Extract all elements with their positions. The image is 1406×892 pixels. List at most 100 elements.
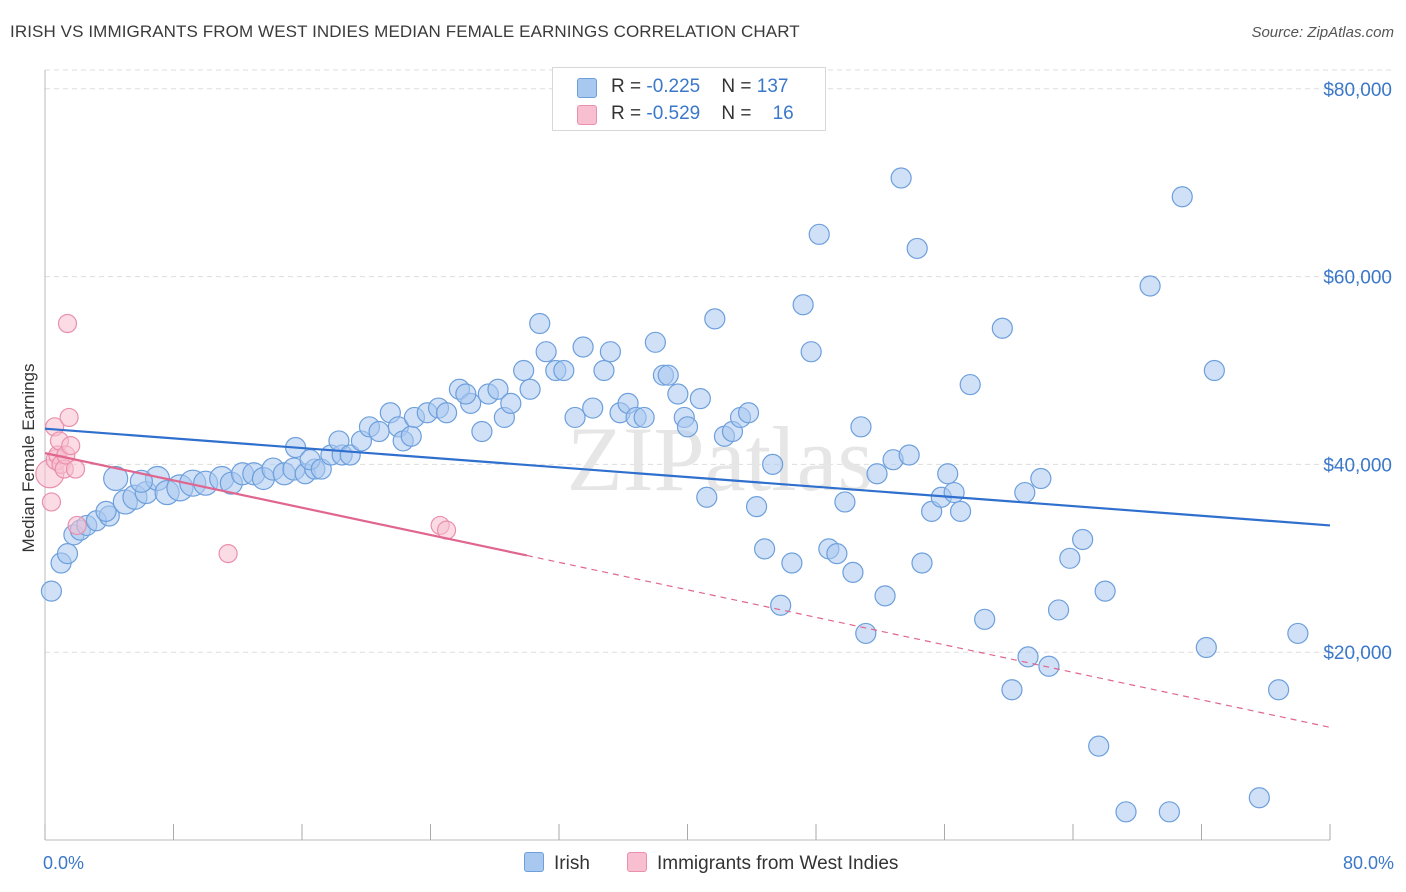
- irish-point: [1195, 636, 1217, 659]
- irish-point: [564, 406, 586, 429]
- bottom-legend-irish: Irish: [524, 852, 590, 875]
- bottom-legend-west-indies: Immigrants from West Indies: [627, 852, 898, 875]
- irish-point: [657, 364, 679, 386]
- irish-point: [1139, 275, 1161, 297]
- irish-point: [1059, 547, 1081, 569]
- irish-point: [487, 378, 509, 400]
- west-indies-point: [61, 436, 81, 456]
- irish-point: [1030, 467, 1052, 490]
- irish-point: [1038, 655, 1060, 677]
- irish-point: [800, 341, 822, 363]
- chart-title: IRISH VS IMMIGRANTS FROM WEST INDIES MED…: [10, 22, 800, 41]
- irish-point: [582, 397, 604, 419]
- irish-point: [737, 402, 760, 424]
- irish-point: [1248, 787, 1270, 809]
- irish-point: [689, 388, 711, 410]
- irish-point: [676, 416, 699, 438]
- irish-point: [599, 341, 622, 363]
- irish-point: [513, 359, 535, 382]
- irish-point: [949, 500, 972, 522]
- irish-point: [1088, 735, 1110, 757]
- irish-swatch: [524, 852, 544, 872]
- west-indies-swatch: [627, 852, 647, 872]
- irish-point: [1267, 679, 1290, 701]
- irish-point: [1158, 801, 1180, 823]
- west-indies-trend-extension: [526, 554, 1331, 728]
- r-label: R =: [611, 103, 647, 124]
- irish-point: [866, 463, 888, 485]
- irish-point: [1047, 599, 1070, 621]
- west-indies-point: [41, 492, 62, 512]
- irish-point: [890, 167, 912, 189]
- irish-point: [1203, 359, 1225, 382]
- irish-point: [519, 378, 541, 400]
- source-label: Source: ZipAtlas.com: [1251, 24, 1394, 41]
- irish-point: [745, 496, 768, 518]
- irish-point: [770, 594, 792, 616]
- irish-point: [368, 420, 390, 443]
- irish-point: [667, 383, 689, 405]
- irish-point: [1001, 679, 1023, 701]
- west-indies-swatch: [577, 105, 597, 125]
- irish-point: [874, 585, 896, 607]
- x-tick-label-min: 0.0%: [43, 853, 84, 873]
- irish-point: [1171, 186, 1193, 208]
- n-value-west-indies: 16: [772, 103, 794, 124]
- r-value-irish: -0.225: [646, 76, 701, 97]
- irish-point: [937, 463, 959, 485]
- irish-point: [529, 312, 551, 335]
- irish-point: [535, 341, 557, 363]
- y-tick-label: $60,000: [1323, 268, 1392, 289]
- irish-point: [991, 317, 1013, 339]
- irish-point: [593, 359, 615, 382]
- irish-point: [696, 486, 718, 508]
- x-tick-label-max: 80.0%: [1343, 853, 1394, 873]
- irish-point: [943, 481, 965, 504]
- irish-point: [781, 552, 803, 574]
- west-indies-points: [35, 313, 457, 564]
- axis-labels: $20,000 $40,000 $60,000 $80,000 0.0% 80.0%: [43, 80, 1394, 873]
- west-indies-trend-line: [44, 452, 528, 557]
- irish-point: [572, 336, 594, 358]
- irish-point: [911, 552, 933, 574]
- irish-point: [850, 416, 872, 438]
- irish-point: [400, 425, 422, 447]
- bottom-legend-irish-label: Irish: [554, 853, 590, 874]
- y-tick-label: $20,000: [1323, 643, 1392, 664]
- irish-point: [644, 331, 666, 353]
- irish-point: [40, 580, 63, 602]
- irish-point: [842, 561, 864, 583]
- irish-point: [704, 308, 726, 330]
- legend-text-irish: R = -0.225 N = 137: [611, 76, 788, 98]
- irish-point: [500, 392, 522, 414]
- irish-point: [826, 542, 848, 565]
- legend-text-west-indies: R = -0.529 N = 16: [611, 103, 794, 125]
- y-tick-label: $40,000: [1323, 455, 1392, 476]
- irish-points: [40, 167, 1309, 823]
- west-indies-point: [67, 515, 87, 536]
- irish-point: [906, 237, 928, 260]
- y-tick-label: $80,000: [1323, 80, 1392, 101]
- irish-swatch: [577, 78, 597, 98]
- irish-point: [1115, 801, 1137, 823]
- r-label: R =: [611, 76, 647, 97]
- irish-point: [1287, 622, 1309, 645]
- irish-point: [455, 383, 477, 405]
- r-value-west-indies: -0.529: [646, 103, 701, 124]
- irish-point: [95, 500, 117, 522]
- axes: [44, 70, 1331, 841]
- west-indies-point: [65, 459, 86, 479]
- irish-point: [792, 294, 814, 316]
- correlation-legend: R = -0.225 N = 137 R = -0.529 N = 16: [552, 67, 826, 131]
- irish-point: [1014, 481, 1036, 504]
- bottom-legend-west-indies-label: Immigrants from West Indies: [657, 853, 899, 874]
- irish-point: [339, 444, 361, 466]
- west-indies-point: [59, 407, 79, 428]
- irish-point: [898, 444, 920, 466]
- watermark: ZIPatlas: [567, 408, 874, 510]
- west-indies-point: [218, 543, 238, 564]
- irish-point: [834, 491, 856, 513]
- irish-point: [56, 542, 79, 565]
- n-value-irish: 137: [756, 76, 789, 97]
